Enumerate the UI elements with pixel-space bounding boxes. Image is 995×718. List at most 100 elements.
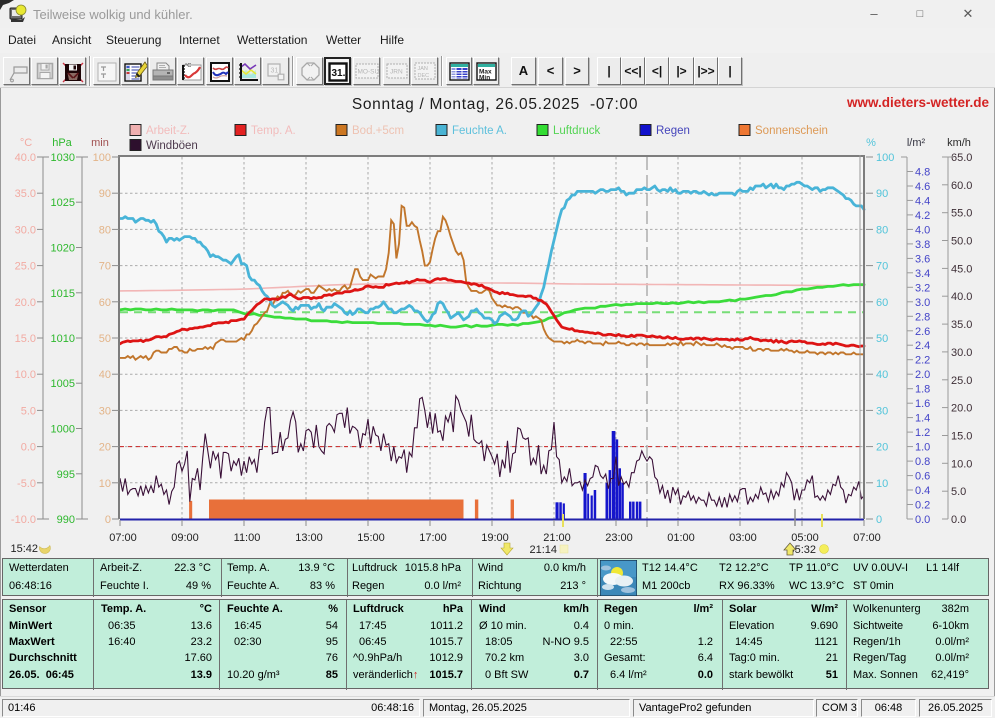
svg-text:Regen: Regen <box>656 125 690 137</box>
svg-text:-10.0: -10.0 <box>11 514 36 526</box>
svg-text:15.0: 15.0 <box>951 431 972 443</box>
svg-text:%: % <box>866 137 876 149</box>
svg-text:15:00: 15:00 <box>357 532 385 544</box>
svg-text:2.8: 2.8 <box>915 311 930 323</box>
svg-text:40: 40 <box>99 369 111 381</box>
svg-text:Bod.+5cm: Bod.+5cm <box>352 125 404 137</box>
svg-text:5.0: 5.0 <box>951 486 966 498</box>
svg-text:1.4: 1.4 <box>915 413 930 425</box>
svg-text:31: 31 <box>270 68 278 75</box>
svg-text:°C: °C <box>20 137 32 149</box>
svg-text:2.4: 2.4 <box>915 340 930 352</box>
svg-text:Arbeit-Z.: Arbeit-Z. <box>146 125 190 137</box>
svg-text:5.0: 5.0 <box>21 405 36 417</box>
svg-text:31.: 31. <box>331 68 345 79</box>
svg-text:20: 20 <box>99 442 111 454</box>
svg-text:1025: 1025 <box>51 197 75 209</box>
svg-text:21:00: 21:00 <box>543 532 571 544</box>
svg-text:4.4: 4.4 <box>915 195 930 207</box>
svg-text:0: 0 <box>876 514 882 526</box>
svg-text:25.0: 25.0 <box>951 375 972 387</box>
svg-text:70: 70 <box>99 261 111 273</box>
svg-text:Luftdruck: Luftdruck <box>553 125 601 137</box>
svg-text:4.8: 4.8 <box>915 167 930 179</box>
svg-text:0.0: 0.0 <box>21 442 36 454</box>
svg-text:0: 0 <box>105 514 111 526</box>
svg-text:-5.0: -5.0 <box>17 478 36 490</box>
svg-text:30: 30 <box>99 405 111 417</box>
svg-text:40.0: 40.0 <box>951 291 972 303</box>
svg-text:Max: Max <box>479 69 492 76</box>
svg-text:50.0: 50.0 <box>951 236 972 248</box>
svg-text:3.6: 3.6 <box>915 253 930 265</box>
svg-text:4.6: 4.6 <box>915 181 930 193</box>
svg-text:20: 20 <box>876 442 888 454</box>
svg-text:0.0: 0.0 <box>951 514 966 526</box>
svg-text:1015: 1015 <box>51 288 75 300</box>
svg-text:1.6: 1.6 <box>915 398 930 410</box>
svg-text:km/h: km/h <box>947 137 971 149</box>
svg-text:15.0: 15.0 <box>15 333 36 345</box>
svg-text:100: 100 <box>93 152 111 164</box>
svg-text:4.0: 4.0 <box>915 224 930 236</box>
svg-text:03:00: 03:00 <box>729 532 757 544</box>
svg-text:1.0: 1.0 <box>915 442 930 454</box>
svg-text:23:00: 23:00 <box>605 532 633 544</box>
svg-text:10.0: 10.0 <box>15 369 36 381</box>
svg-text:2.2: 2.2 <box>915 355 930 367</box>
svg-text:0.2: 0.2 <box>915 500 930 512</box>
svg-text:30.0: 30.0 <box>15 224 36 236</box>
svg-text:60: 60 <box>99 297 111 309</box>
svg-text:l/m²: l/m² <box>907 137 926 149</box>
svg-text:19:00: 19:00 <box>481 532 509 544</box>
svg-text:Feuchte A.: Feuchte A. <box>452 125 507 137</box>
svg-text:10.0: 10.0 <box>951 458 972 470</box>
svg-text:0.8: 0.8 <box>915 456 930 468</box>
svg-text:1000: 1000 <box>51 424 75 436</box>
svg-text:2.6: 2.6 <box>915 326 930 338</box>
svg-text:JAN: JAN <box>417 66 427 72</box>
svg-text:3.8: 3.8 <box>915 239 930 251</box>
svg-text:3.4: 3.4 <box>915 268 930 280</box>
svg-text:3.0: 3.0 <box>915 297 930 309</box>
svg-text:www.dieters-wetter.de: www.dieters-wetter.de <box>846 95 990 110</box>
svg-text:4.2: 4.2 <box>915 210 930 222</box>
svg-text:Sonnenschein: Sonnenschein <box>755 125 828 137</box>
svg-text:20.0: 20.0 <box>15 297 36 309</box>
svg-text:30: 30 <box>876 405 888 417</box>
svg-text:05:32: 05:32 <box>788 544 816 556</box>
svg-text:01:00: 01:00 <box>667 532 695 544</box>
svg-text:17:00: 17:00 <box>419 532 447 544</box>
svg-text:60.0: 60.0 <box>951 180 972 192</box>
svg-text:Sonntag / Montag, 26.05.2025: Sonntag / Montag, 26.05.2025 -07:00 <box>352 96 638 113</box>
svg-text:80: 80 <box>876 224 888 236</box>
svg-text:min: min <box>91 137 109 149</box>
svg-text:35.0: 35.0 <box>951 319 972 331</box>
svg-text:°C: °C <box>185 63 191 69</box>
svg-text:20.0: 20.0 <box>951 403 972 415</box>
svg-text:0.0: 0.0 <box>915 514 930 526</box>
svg-text:1.8: 1.8 <box>915 384 930 396</box>
svg-text:55.0: 55.0 <box>951 208 972 220</box>
svg-text:1020: 1020 <box>51 243 75 255</box>
svg-text:2.0: 2.0 <box>915 369 930 381</box>
svg-text:100: 100 <box>876 152 894 164</box>
svg-text:1030: 1030 <box>51 152 75 164</box>
svg-text:35.0: 35.0 <box>15 188 36 200</box>
svg-text:30.0: 30.0 <box>951 347 972 359</box>
svg-text:60: 60 <box>876 297 888 309</box>
svg-text:995: 995 <box>57 469 75 481</box>
svg-text:11:00: 11:00 <box>234 532 261 544</box>
svg-text:80: 80 <box>99 224 111 236</box>
svg-text:90: 90 <box>99 188 111 200</box>
svg-text:10: 10 <box>876 478 888 490</box>
svg-text:Temp. A.: Temp. A. <box>251 125 296 137</box>
svg-text:10: 10 <box>99 478 111 490</box>
svg-text:DEC: DEC <box>417 73 429 79</box>
svg-text:hPa: hPa <box>52 137 72 149</box>
svg-text:MO-SU: MO-SU <box>357 69 379 76</box>
svg-text:Min: Min <box>479 75 490 82</box>
svg-text:21:14: 21:14 <box>529 544 557 556</box>
svg-text:40.0: 40.0 <box>15 152 36 164</box>
svg-text:40: 40 <box>876 369 888 381</box>
